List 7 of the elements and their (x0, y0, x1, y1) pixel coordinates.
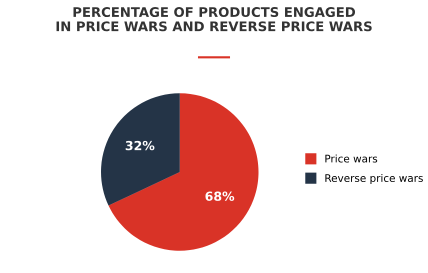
pie-slice (101, 93, 180, 206)
pie-slice (108, 93, 259, 251)
legend-label: Reverse price wars (325, 174, 423, 184)
chart-title: PERCENTAGE OF PRODUCTS ENGAGED IN PRICE WARS AND REVERSE PRICE WARS (56, 7, 372, 32)
data-label: 68% (205, 191, 234, 201)
legend-label: Price wars (325, 154, 378, 163)
data-label: 32% (126, 140, 154, 150)
